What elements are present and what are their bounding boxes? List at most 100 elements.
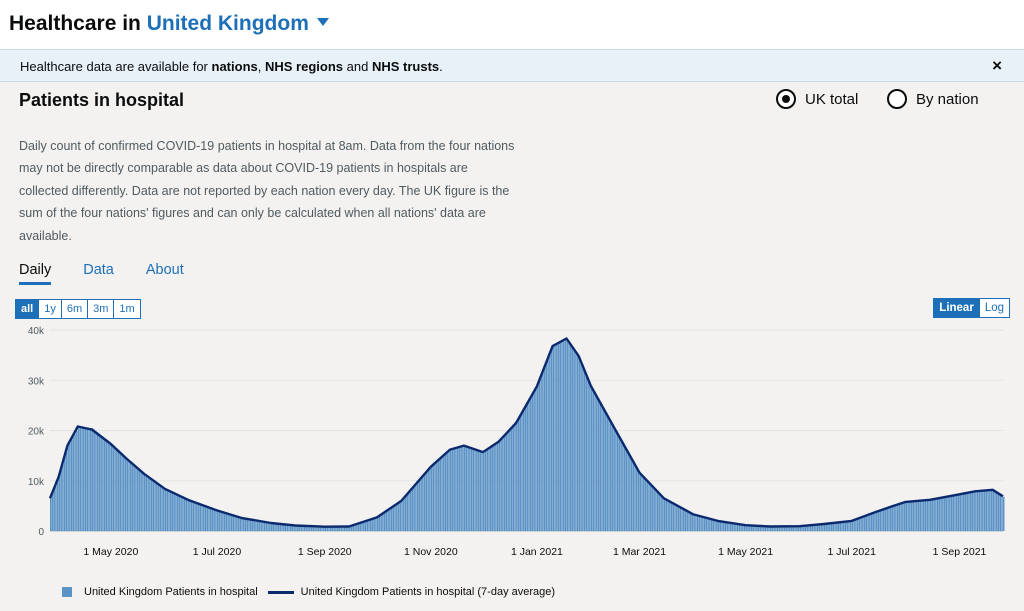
bar [916,500,918,531]
bar [818,524,821,531]
bar [622,442,624,531]
bar [533,391,535,531]
radio-unselected-icon[interactable] [887,89,907,109]
tab-about[interactable]: About [145,262,184,278]
bar [178,494,181,531]
bar [83,427,85,531]
bar [420,478,422,531]
bar [182,496,184,531]
bar [507,430,509,531]
bar [462,446,464,531]
range-1m-button[interactable]: 1m [113,299,141,319]
bar [769,526,772,531]
bar [455,448,457,531]
bar [1001,495,1003,531]
bar [486,450,488,531]
bar [241,517,243,531]
bar [204,505,207,531]
banner-link-nations[interactable]: nations [211,59,258,74]
bar [862,516,864,531]
bar [93,429,95,531]
bar [766,526,768,531]
bar [691,512,694,531]
bar [947,496,949,531]
scale-log-button[interactable]: Log [978,298,1010,318]
bar [89,427,92,531]
close-icon[interactable]: × [992,56,1002,75]
bar [342,526,344,531]
bar [794,526,796,531]
bar [604,411,607,531]
x-tick-label: 1 Jul 2021 [827,546,876,558]
banner-link-trusts[interactable]: NHS trusts [371,59,440,74]
radio-uk-total[interactable]: UK total [776,89,858,109]
bar [222,511,224,531]
bar [703,516,706,531]
range-3m-button[interactable]: 3m [87,299,115,319]
bar [637,470,640,531]
bar [72,436,75,531]
bar [189,499,191,531]
bar [159,484,162,531]
location-name[interactable]: United Kingdom [146,12,309,35]
bar [954,494,956,531]
bar [436,461,438,531]
bar [992,489,995,531]
banner-text: Healthcare data are available for nation… [20,59,443,74]
bar [493,444,495,531]
bar [792,526,795,531]
bar [543,367,546,531]
bar [392,506,395,531]
bar [625,448,628,531]
bar [333,526,335,531]
bar [434,462,436,531]
bar [644,478,647,531]
bar [163,487,165,531]
bar [194,501,196,531]
bar [583,369,586,531]
bar [648,482,650,531]
bar [975,490,977,531]
bar [601,404,603,531]
bar [408,492,410,531]
bar [338,526,341,531]
bar [754,525,756,531]
bar [430,465,433,531]
bar [453,449,455,531]
bar [230,514,233,531]
bar [321,526,323,531]
bar [743,524,746,531]
bar [881,509,883,531]
range-6m-button[interactable]: 6m [60,299,89,319]
location-selector[interactable]: United Kingdom [147,12,329,35]
bar [284,523,287,531]
banner-link-regions[interactable]: NHS regions [265,59,344,74]
bar [220,510,222,531]
bar [677,505,680,531]
bar [359,522,362,531]
bar [203,504,205,531]
bar [326,526,328,531]
bar [60,469,62,531]
tab-daily[interactable]: Daily [19,262,52,285]
bar [787,526,789,531]
bar [582,365,584,531]
bar [197,502,200,531]
bar [978,490,981,531]
bar [945,496,948,531]
bar [236,515,238,531]
bar [825,523,828,531]
bar [723,521,725,531]
bar [474,449,476,531]
radio-selected-icon[interactable] [776,89,796,109]
radio-by-nation[interactable]: By nation [887,89,979,109]
bar [173,492,175,531]
tab-data[interactable]: Data [83,262,114,278]
bar [556,343,558,531]
bar [924,499,927,531]
bar [950,495,953,531]
bar [869,514,871,531]
bar [651,485,654,531]
bar [403,498,405,531]
caret-down-icon[interactable] [316,18,329,27]
